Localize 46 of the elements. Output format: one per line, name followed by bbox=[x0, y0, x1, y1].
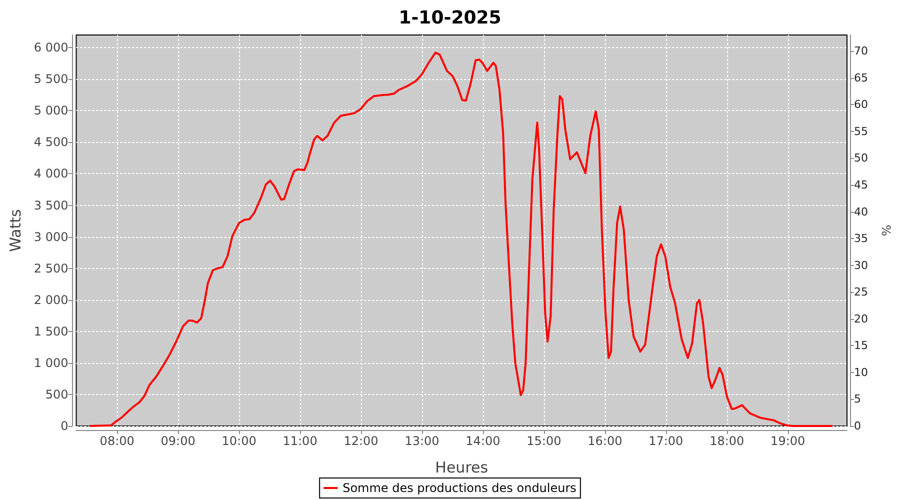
y-tick-label: 4 500 bbox=[34, 135, 68, 150]
y2-tick-label: 40 bbox=[854, 205, 868, 218]
x-tick-label: 11:00 bbox=[282, 434, 318, 448]
x-tick-label: 10:00 bbox=[222, 434, 256, 448]
y2-axis-title: % bbox=[879, 224, 893, 236]
x-tick-label: 18:00 bbox=[710, 434, 744, 448]
y-tick-label: 4 000 bbox=[34, 166, 68, 181]
line-series bbox=[89, 52, 833, 427]
y-tick-label: 1 000 bbox=[34, 356, 68, 370]
y2-tick-label: 30 bbox=[854, 258, 868, 272]
x-tick-label: 12:00 bbox=[344, 434, 378, 448]
legend-label: Somme des productions des onduleurs bbox=[342, 481, 576, 495]
y2-tick-label: 5 bbox=[854, 392, 861, 406]
y-tick-label: 3 000 bbox=[34, 230, 68, 244]
x-tick-label: 19:00 bbox=[770, 434, 806, 448]
y-axis-title: Watts bbox=[6, 209, 24, 252]
y2-tick-label: 35 bbox=[854, 232, 868, 246]
y-tick-label: 5 000 bbox=[34, 104, 68, 118]
y2-tick-label: 20 bbox=[854, 312, 868, 326]
x-tick-label: 14:00 bbox=[466, 434, 500, 448]
y2-tick-label: 60 bbox=[854, 98, 868, 112]
y-tick-label: 2 000 bbox=[34, 292, 68, 307]
y2-tick-label: 55 bbox=[854, 124, 868, 138]
y2-tick-label: 25 bbox=[854, 286, 868, 299]
y2-tick-label: 10 bbox=[854, 366, 868, 379]
x-tick-label: 08:00 bbox=[100, 434, 134, 448]
y2-tick-label: 15 bbox=[854, 339, 868, 352]
y-tick-label: 2 500 bbox=[34, 261, 68, 276]
y2-tick-label: 0 bbox=[854, 420, 861, 432]
y-tick-label: 1 500 bbox=[34, 324, 68, 338]
y-tick-label: 3 500 bbox=[34, 198, 68, 212]
y2-tick-label: 65 bbox=[854, 71, 868, 84]
x-tick-label: 16:00 bbox=[588, 434, 622, 448]
x-axis-title: Heures bbox=[435, 458, 488, 476]
chart-title: 1-10-2025 bbox=[398, 8, 502, 28]
y2-tick-label: 70 bbox=[854, 44, 868, 58]
y2-tick-label: 45 bbox=[854, 178, 868, 192]
x-tick-label: 13:00 bbox=[404, 434, 440, 448]
x-tick-label: 15:00 bbox=[526, 434, 562, 448]
x-tick-label: 17:00 bbox=[648, 434, 684, 448]
y-tick-label: 5 500 bbox=[34, 72, 68, 86]
y-tick-label: 6 000 bbox=[34, 40, 68, 55]
y2-tick-label: 50 bbox=[854, 152, 868, 165]
y-tick-label: 0 bbox=[60, 419, 68, 433]
y-tick-label: 500 bbox=[45, 387, 68, 402]
x-tick-label: 09:00 bbox=[160, 434, 196, 448]
